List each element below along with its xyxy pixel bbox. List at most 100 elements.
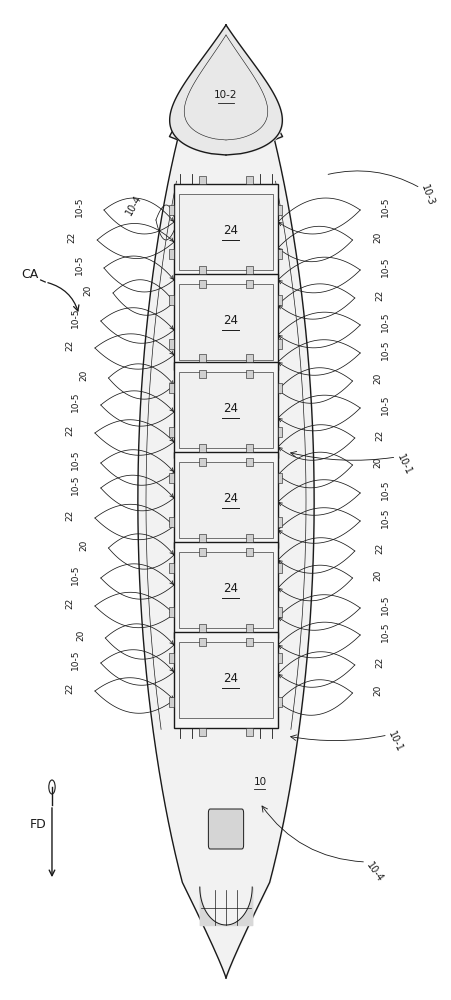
Text: 10-5: 10-5 xyxy=(71,392,80,412)
Bar xyxy=(174,452,277,548)
Bar xyxy=(169,607,174,617)
Text: 20: 20 xyxy=(83,284,92,296)
Bar xyxy=(198,280,206,288)
Bar xyxy=(174,632,277,728)
Bar xyxy=(198,354,206,362)
Bar xyxy=(169,517,174,527)
Text: 20: 20 xyxy=(372,569,381,581)
Bar xyxy=(178,642,273,718)
Bar xyxy=(277,249,282,259)
Text: 22: 22 xyxy=(65,339,74,351)
Text: 22: 22 xyxy=(65,424,74,436)
Bar xyxy=(277,517,282,527)
Text: 10-5: 10-5 xyxy=(71,650,80,670)
Text: 10-4: 10-4 xyxy=(123,193,143,217)
Text: 10: 10 xyxy=(253,777,266,787)
Text: 22: 22 xyxy=(374,542,383,554)
Bar xyxy=(277,427,282,437)
Text: FD: FD xyxy=(30,818,47,832)
Bar xyxy=(169,427,174,437)
Bar xyxy=(178,552,273,628)
Bar xyxy=(174,274,277,370)
Bar xyxy=(245,534,253,542)
Bar xyxy=(198,638,206,646)
Text: 10-5: 10-5 xyxy=(380,312,389,332)
Text: 10-2: 10-2 xyxy=(214,90,237,100)
Text: 22: 22 xyxy=(65,597,74,609)
Bar xyxy=(245,458,253,466)
Bar xyxy=(174,362,277,458)
Bar xyxy=(245,548,253,556)
Bar xyxy=(198,728,206,736)
Text: 10-1: 10-1 xyxy=(386,730,404,754)
Bar xyxy=(245,370,253,378)
Bar xyxy=(169,473,174,483)
Text: 10-5: 10-5 xyxy=(74,255,83,275)
Text: 24: 24 xyxy=(222,401,238,414)
Bar xyxy=(169,697,174,707)
Bar xyxy=(277,607,282,617)
Bar xyxy=(198,444,206,452)
Bar xyxy=(245,354,253,362)
Text: 24: 24 xyxy=(222,314,238,326)
Text: 10-4: 10-4 xyxy=(364,860,385,884)
Text: 10-5: 10-5 xyxy=(380,197,389,217)
Bar xyxy=(245,638,253,646)
Text: 20: 20 xyxy=(372,231,381,243)
Text: 20: 20 xyxy=(372,372,381,384)
Bar xyxy=(169,249,174,259)
Text: 10-5: 10-5 xyxy=(380,622,389,642)
Bar xyxy=(245,728,253,736)
Bar xyxy=(277,339,282,349)
Text: 10-5: 10-5 xyxy=(380,595,389,615)
Text: 20: 20 xyxy=(76,629,85,641)
Bar xyxy=(245,266,253,274)
Bar xyxy=(169,563,174,573)
Bar xyxy=(178,372,273,448)
Bar xyxy=(174,542,277,638)
Bar xyxy=(245,624,253,632)
Text: 22: 22 xyxy=(374,429,383,441)
Bar xyxy=(178,284,273,360)
Bar xyxy=(245,176,253,184)
Bar xyxy=(198,548,206,556)
Bar xyxy=(198,370,206,378)
Text: 10-5: 10-5 xyxy=(71,475,80,495)
Text: 10-5: 10-5 xyxy=(380,340,389,360)
Bar xyxy=(169,295,174,305)
Text: 20: 20 xyxy=(79,369,88,381)
Text: 24: 24 xyxy=(222,672,238,684)
Text: 22: 22 xyxy=(68,231,77,243)
Text: 10-5: 10-5 xyxy=(71,308,80,328)
Bar xyxy=(277,473,282,483)
Bar xyxy=(198,534,206,542)
Text: 24: 24 xyxy=(222,491,238,504)
Bar xyxy=(245,444,253,452)
Text: 24: 24 xyxy=(222,582,238,594)
Bar xyxy=(169,339,174,349)
Bar xyxy=(178,462,273,538)
Bar xyxy=(174,184,277,280)
Bar xyxy=(277,295,282,305)
Text: 10-5: 10-5 xyxy=(71,450,80,470)
Text: 22: 22 xyxy=(65,682,74,694)
Bar xyxy=(198,458,206,466)
Bar xyxy=(198,176,206,184)
Text: 20: 20 xyxy=(372,684,381,696)
Text: 20: 20 xyxy=(79,539,88,551)
Bar xyxy=(277,205,282,215)
Bar xyxy=(277,697,282,707)
Text: 24: 24 xyxy=(222,224,238,236)
Text: 10-1: 10-1 xyxy=(395,453,413,477)
Text: 22: 22 xyxy=(374,289,383,301)
FancyBboxPatch shape xyxy=(208,809,243,849)
Text: CA: CA xyxy=(21,268,38,282)
Bar xyxy=(198,266,206,274)
Text: 10-5: 10-5 xyxy=(380,395,389,415)
Text: 20: 20 xyxy=(372,456,381,468)
Bar xyxy=(277,383,282,393)
Bar xyxy=(277,563,282,573)
Bar xyxy=(178,194,273,270)
Text: 10-5: 10-5 xyxy=(380,257,389,277)
Text: 10-5: 10-5 xyxy=(74,197,83,217)
